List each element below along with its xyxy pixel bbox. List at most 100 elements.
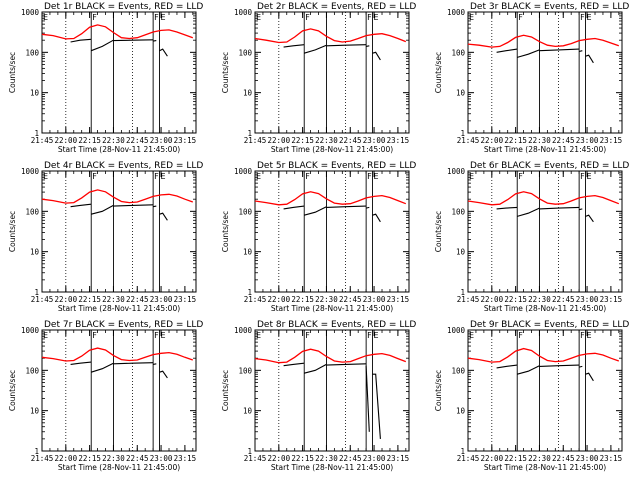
panel-title: Det 6r BLACK = Events, RED = LLD [470, 161, 629, 171]
y-tick-label: 1 [460, 129, 465, 138]
series-line-events [585, 214, 594, 223]
x-axis-label: Start Time (28-Nov-11 21:45:00) [484, 145, 606, 154]
y-tick-label: 100 [238, 366, 252, 375]
marker-flag-label: F [305, 331, 310, 340]
y-tick-label: 10 [30, 89, 40, 98]
x-tick-label: 22:00 [268, 295, 291, 304]
panel-det-1r: Det 1r BLACK = Events, RED = LLD 1 10 100 10… [8, 2, 203, 154]
y-tick-label: 100 [25, 48, 39, 57]
marker-flag-label: E [373, 331, 378, 340]
x-tick-label: 22:15 [291, 136, 314, 145]
marker-flag-label: E [586, 331, 591, 340]
y-axis-label: Counts/sec [434, 211, 443, 252]
y-axis-label: Counts/sec [434, 370, 443, 411]
x-tick-label: 23:00 [150, 295, 173, 304]
panel-det-8r: Det 8r BLACK = Events, RED = LLD 1 10 100 10… [221, 320, 416, 472]
x-tick-label: 23:00 [576, 454, 599, 463]
x-tick-label: 23:00 [363, 454, 386, 463]
series-line-events [159, 48, 168, 57]
series-line-lld [254, 348, 407, 364]
panel-title: Det 8r BLACK = Events, RED = LLD [257, 320, 416, 330]
plot-frame [41, 329, 197, 452]
series-line-events [70, 361, 92, 365]
marker-flag-label: F [367, 331, 372, 340]
y-axis-label: Counts/sec [8, 370, 17, 411]
x-tick-label: 21:45 [457, 136, 480, 145]
series-line-events [539, 48, 580, 52]
plot-frame [41, 11, 197, 134]
x-tick-label: 23:00 [150, 454, 173, 463]
series-line-events [517, 207, 540, 217]
x-tick-label: 22:15 [504, 136, 527, 145]
series-line-events [152, 205, 157, 208]
y-axis-label: Counts/sec [434, 52, 443, 93]
y-tick-label: 1 [247, 288, 252, 297]
series-line-lld [467, 191, 620, 206]
y-axis-label: Counts/sec [8, 211, 17, 252]
x-axis-label: Start Time (28-Nov-11 21:45:00) [271, 463, 393, 472]
y-axis-label: Counts/sec [8, 52, 17, 93]
y-tick-label: 1000 [447, 8, 466, 17]
marker-flag-label: F [92, 13, 97, 22]
series-line-events [113, 362, 154, 365]
series-line-events [304, 206, 327, 216]
x-tick-label: 23:15 [387, 136, 410, 145]
x-tick-label: 21:45 [31, 136, 54, 145]
x-axis-label: Start Time (28-Nov-11 21:45:00) [484, 463, 606, 472]
marker-flag-label: F [580, 13, 585, 22]
y-axis-label: Counts/sec [221, 52, 230, 93]
y-tick-label: 1 [34, 129, 39, 138]
marker-flag-label: F [518, 331, 523, 340]
x-tick-label: 22:30 [102, 454, 125, 463]
panel-title: Det 7r BLACK = Events, RED = LLD [44, 320, 203, 330]
marker-flag-label: F [367, 172, 372, 181]
x-tick-label: 22:15 [78, 136, 101, 145]
series-line-events [304, 44, 327, 54]
y-tick-label: 100 [451, 366, 465, 375]
x-tick-label: 22:30 [315, 454, 338, 463]
x-tick-label: 21:45 [244, 295, 267, 304]
x-tick-label: 22:15 [78, 454, 101, 463]
x-tick-label: 22:00 [481, 136, 504, 145]
series-line-lld [254, 191, 407, 206]
x-tick-label: 21:45 [31, 454, 54, 463]
series-line-events [517, 49, 540, 58]
marker-flag-label: E [160, 172, 165, 181]
x-tick-label: 23:00 [150, 136, 173, 145]
panel-det-7r: Det 7r BLACK = Events, RED = LLD 1 10 100 10… [8, 320, 203, 472]
marker-flag-label: E [43, 331, 48, 340]
y-tick-label: 1 [34, 288, 39, 297]
series-line-events [283, 44, 305, 48]
x-tick-label: 22:30 [102, 295, 125, 304]
y-tick-label: 1000 [447, 167, 466, 176]
series-line-events [91, 39, 114, 52]
marker-flag-label: E [43, 172, 48, 181]
x-tick-label: 22:45 [126, 295, 149, 304]
y-axis-label: Counts/sec [221, 370, 230, 411]
y-tick-label: 1 [460, 447, 465, 456]
series-line-events [365, 45, 370, 47]
y-tick-label: 1000 [234, 167, 253, 176]
marker-flag-label: F [154, 13, 159, 22]
marker-flag-label: E [373, 172, 378, 181]
x-tick-label: 22:45 [552, 295, 575, 304]
marker-flag-label: F [154, 172, 159, 181]
series-line-events [496, 206, 518, 210]
x-tick-label: 22:00 [55, 295, 78, 304]
panel-det-5r: Det 5r BLACK = Events, RED = LLD 1 10 100 10… [221, 161, 416, 313]
series-line-events [365, 365, 370, 432]
x-tick-label: 22:00 [55, 454, 78, 463]
x-tick-label: 22:30 [102, 136, 125, 145]
x-tick-label: 22:30 [528, 295, 551, 304]
plot-frame [467, 170, 623, 293]
series-line-events [91, 362, 114, 373]
series-line-events [578, 365, 583, 368]
y-tick-label: 1000 [234, 326, 253, 335]
x-tick-label: 21:45 [31, 295, 54, 304]
y-tick-label: 1 [460, 288, 465, 297]
series-line-events [70, 38, 92, 43]
x-axis-label: Start Time (28-Nov-11 21:45:00) [271, 145, 393, 154]
series-line-events [539, 364, 580, 367]
panel-det-4r: Det 4r BLACK = Events, RED = LLD 1 10 100 10… [8, 161, 203, 313]
